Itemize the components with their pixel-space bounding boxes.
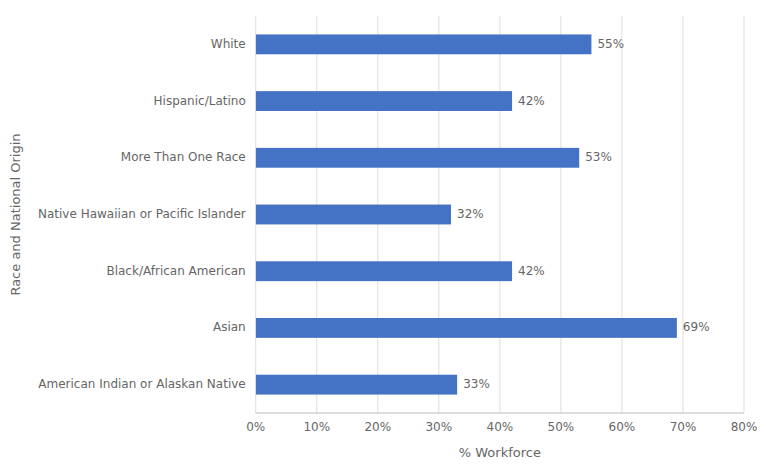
category-label: American Indian or Alaskan Native [38,377,245,391]
category-label: Asian [213,320,246,334]
grid [256,16,744,413]
bar [256,375,457,395]
data-label: 32% [457,207,484,221]
grid-line [744,16,745,413]
x-axis-line [256,413,744,414]
category-label: More Than One Race [121,150,246,164]
tick-label: 40% [487,420,514,434]
bar [256,34,592,54]
x-axis-title: % Workforce [459,445,541,460]
chart: American Indian or Alaskan Native Asian Bl… [0,0,774,471]
grid-line [560,16,561,413]
bar [256,148,579,168]
bar [256,318,677,338]
data-label: 42% [518,264,545,278]
category-label: Hispanic/Latino [154,94,246,108]
tick-label: 20% [364,420,391,434]
data-label: 53% [585,150,612,164]
tick-label: 10% [303,420,330,434]
bar [256,91,512,111]
grid-line [499,16,500,413]
data-label: 69% [683,320,710,334]
tick-label: 0% [246,420,265,434]
tick-label: 50% [548,420,575,434]
category-label: White [211,37,246,51]
tick-label: 80% [731,420,758,434]
tick-label: 70% [670,420,697,434]
bar [256,261,512,281]
data-label: 33% [463,377,490,391]
tick-label: 30% [425,420,452,434]
grid-line [621,16,622,413]
grid-line [682,16,683,413]
bar [256,205,451,225]
category-label: Black/African American [106,264,245,278]
category-label: Native Hawaiian or Pacific Islander [38,207,246,221]
data-label: 42% [518,94,545,108]
tick-label: 60% [609,420,636,434]
bars [256,34,677,394]
y-axis-title: Race and National Origin [8,133,23,295]
data-label: 55% [597,37,624,51]
